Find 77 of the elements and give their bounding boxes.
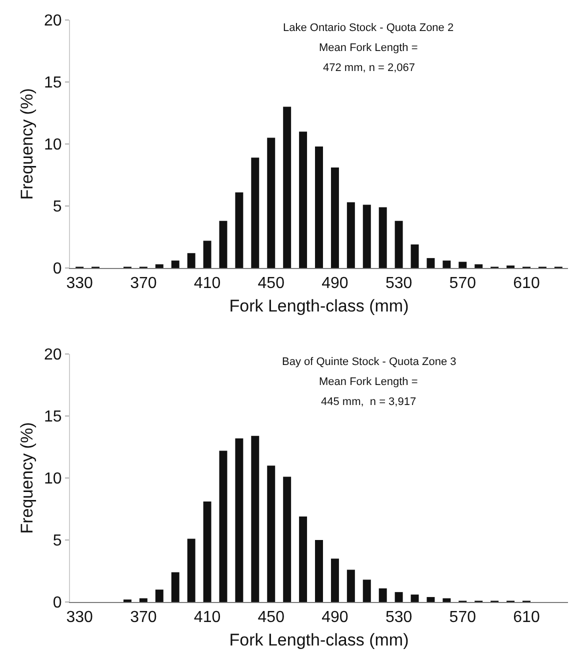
bar <box>426 597 435 602</box>
bar <box>235 192 244 268</box>
x-tick-label: 370 <box>130 275 157 292</box>
x-axis-title: Fork Length-class (mm) <box>229 296 409 316</box>
bar <box>267 466 276 602</box>
annotation: 472 mm, n = 2,067 <box>323 62 416 74</box>
bar <box>235 438 244 602</box>
bar <box>283 476 292 602</box>
y-tick-label: 0 <box>52 260 62 278</box>
bar <box>187 538 196 602</box>
bar <box>219 220 228 268</box>
annotation: Bay of Quinte Stock - Quota Zone 3 <box>282 356 456 368</box>
bar <box>394 220 403 268</box>
y-axis-title: Frequency (%) <box>18 88 37 200</box>
bar <box>315 540 323 602</box>
y-tick-label: 20 <box>44 346 62 364</box>
x-tick-label: 410 <box>194 609 221 626</box>
y-tick-label: 15 <box>44 408 62 426</box>
y-tick-label: 10 <box>44 470 62 488</box>
bar <box>410 594 419 602</box>
bar <box>442 260 451 268</box>
x-tick-label: 570 <box>449 275 476 292</box>
y-tick-label: 20 <box>44 12 62 30</box>
bar <box>315 146 323 268</box>
bar <box>410 244 419 268</box>
y-tick-label: 15 <box>44 74 62 92</box>
bar <box>362 204 371 268</box>
y-tick-label: 10 <box>44 136 62 154</box>
bar <box>362 580 371 602</box>
bar <box>251 158 260 268</box>
x-tick-label: 410 <box>194 275 221 292</box>
x-tick-label: 610 <box>513 275 540 292</box>
bar <box>267 138 276 268</box>
annotation: Mean Fork Length = <box>319 42 418 54</box>
bar <box>251 436 260 602</box>
annotation: 445 mm, n = 3,917 <box>321 396 416 408</box>
bar <box>187 253 196 268</box>
x-tick-label: 330 <box>66 609 94 626</box>
y-tick-label: 0 <box>52 594 62 612</box>
bar <box>299 132 308 268</box>
bar <box>171 572 180 602</box>
bar <box>330 558 339 602</box>
bar <box>203 502 212 602</box>
annotation: Lake Ontario Stock - Quota Zone 2 <box>283 22 454 34</box>
x-tick-label: 490 <box>322 275 348 292</box>
x-tick-label: 570 <box>449 609 476 626</box>
bar <box>155 590 164 602</box>
bar <box>378 588 387 602</box>
y-tick-label: 5 <box>52 532 62 550</box>
bar <box>378 207 387 268</box>
x-tick-label: 610 <box>513 609 540 626</box>
bar <box>442 598 451 602</box>
bar <box>426 258 435 268</box>
bar <box>346 570 355 602</box>
bar <box>330 168 339 268</box>
x-tick-label: 490 <box>322 609 348 626</box>
x-tick-label: 330 <box>66 275 94 292</box>
x-tick-label: 530 <box>385 609 412 626</box>
bar <box>171 260 180 268</box>
bar <box>299 516 308 602</box>
y-axis-title: Frequency (%) <box>18 422 37 534</box>
bar <box>139 598 148 602</box>
bar <box>474 264 483 268</box>
bar <box>394 592 403 602</box>
bar <box>458 262 467 268</box>
x-tick-label: 370 <box>130 609 157 626</box>
x-tick-label: 450 <box>258 275 285 292</box>
bar <box>283 106 292 268</box>
x-tick-label: 450 <box>258 609 285 626</box>
bar <box>346 202 355 268</box>
x-tick-label: 530 <box>385 275 412 292</box>
bar <box>203 240 212 268</box>
x-axis-title: Fork Length-class (mm) <box>229 630 409 650</box>
bar <box>155 264 164 268</box>
annotation: Mean Fork Length = <box>319 376 418 388</box>
y-tick-label: 5 <box>52 198 62 216</box>
bar <box>219 450 228 602</box>
